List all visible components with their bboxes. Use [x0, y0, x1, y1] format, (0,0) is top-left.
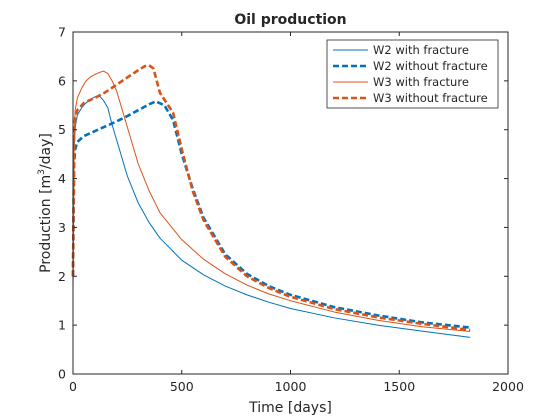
y-axis-label: Production [m3/day] — [37, 133, 54, 273]
series-layer — [71, 63, 471, 338]
x-axis-label: Time [days] — [248, 400, 332, 416]
legend: W2 with fracture W2 without fracture W3 … — [326, 39, 499, 109]
x-tick-label: 1000 — [275, 379, 307, 394]
legend-entry: W2 without fracture — [333, 59, 488, 73]
legend-label: W2 with fracture — [373, 43, 469, 57]
y-tick-label: 0 — [58, 367, 66, 382]
legend-entry: W2 with fracture — [333, 43, 469, 57]
y-axis-label-pre: Production [m — [38, 175, 54, 273]
y-tick-label: 4 — [58, 171, 66, 186]
y-tick-label: 2 — [58, 269, 66, 284]
legend-entry: W3 without fracture — [333, 91, 488, 105]
y-tick-label: 6 — [58, 73, 66, 88]
legend-entry: W3 with fracture — [333, 75, 469, 89]
x-tick-label: 2000 — [492, 379, 524, 394]
x-tick-label: 0 — [69, 379, 77, 394]
y-axis-label-sup: 3 — [37, 169, 47, 175]
x-tick-label: 1500 — [383, 379, 415, 394]
y-tick-label: 5 — [58, 122, 66, 137]
x-tick-label: 500 — [170, 379, 194, 394]
series-line — [71, 100, 471, 329]
y-tick-label: 1 — [58, 318, 66, 333]
y-axis-label-post: /day] — [38, 133, 54, 169]
series-line — [72, 95, 471, 338]
legend-label: W2 without fracture — [373, 59, 488, 73]
series-line — [72, 70, 471, 332]
series-line — [71, 63, 471, 332]
y-tick-label: 3 — [58, 220, 66, 235]
ticks-layer: 0 500 1000 1500 2000 0 1 2 3 4 5 6 7 — [58, 25, 524, 395]
legend-label: W3 with fracture — [373, 75, 469, 89]
legend-label: W3 without fracture — [373, 91, 488, 105]
chart-title: Oil production — [234, 12, 346, 28]
legend-box — [326, 39, 499, 109]
y-tick-label: 7 — [58, 25, 66, 40]
